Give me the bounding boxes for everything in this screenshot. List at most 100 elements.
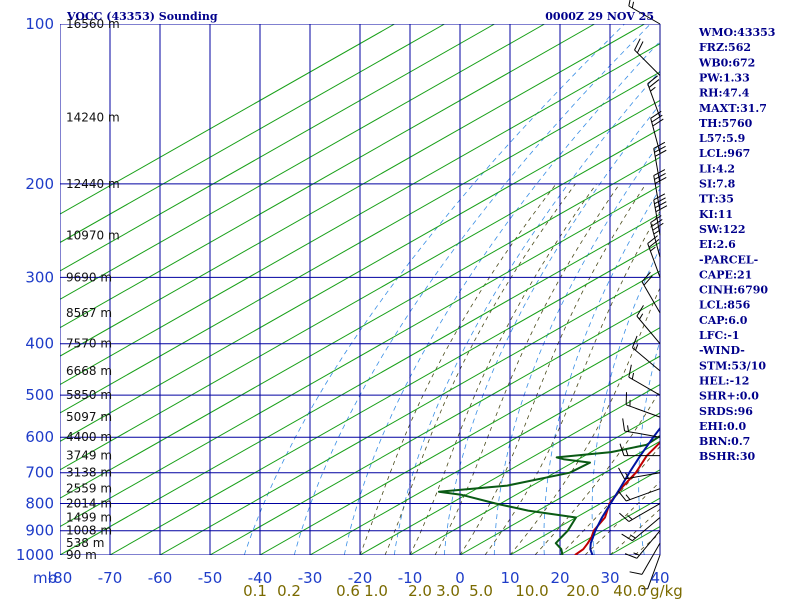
isotherm — [60, 24, 645, 357]
mixing-ratio-unit: g/kg — [650, 582, 683, 600]
isotherm — [259, 327, 660, 555]
height-label: 7570 m — [66, 337, 112, 351]
height-label: 3749 m — [66, 449, 112, 463]
dry-adiabat — [343, 40, 660, 555]
wind-barb-halfflag — [639, 313, 644, 320]
temp-tick-label: -70 — [98, 569, 123, 587]
wind-barb-staff — [647, 83, 661, 118]
index-entry: SHR+:0.0 — [699, 390, 759, 403]
isotherm — [60, 24, 545, 300]
wind-barb-staff — [636, 315, 661, 345]
mixing-ratio-label: 3.0 — [436, 582, 460, 600]
wind-barb — [628, 0, 661, 25]
wind-barb-halfflag — [627, 514, 633, 520]
pressure-label: 100 — [25, 15, 54, 33]
isotherm — [60, 156, 660, 499]
wind-barb-flag — [653, 169, 666, 176]
mixing-ratio-label: 0.1 — [243, 582, 267, 600]
wind-barb — [650, 110, 664, 154]
index-entry: TH:5760 — [699, 117, 753, 130]
pressure-label: 400 — [25, 335, 54, 353]
wind-barb-staff — [641, 281, 661, 314]
wind-barb — [617, 488, 661, 502]
index-entry: EI:2.6 — [699, 238, 736, 251]
dry-adiabat — [243, 24, 625, 555]
wind-barb-staff — [653, 199, 661, 236]
mixing-ratio-label: 10.0 — [515, 582, 548, 600]
pressure-label: 300 — [25, 268, 54, 286]
index-entry: SRDS:96 — [699, 405, 753, 418]
index-entry: LFC:-1 — [699, 329, 740, 342]
wind-barb-flag — [654, 197, 666, 205]
wind-barb-flag — [617, 490, 627, 502]
index-entry: WB0:672 — [698, 56, 755, 69]
wind-barb-staff — [628, 376, 661, 396]
dry-adiabat — [638, 339, 660, 555]
index-entry: LI:4.2 — [699, 162, 735, 175]
grid — [60, 24, 660, 555]
index-entry: WMO:43353 — [698, 26, 775, 39]
isotherm — [209, 298, 660, 555]
wind-barb — [618, 467, 661, 480]
mixing-ratio-label: 0.2 — [277, 582, 301, 600]
wind-barb-flag — [652, 118, 664, 127]
wind-barb-flag — [653, 193, 666, 201]
wind-barb-flag — [618, 467, 625, 480]
wind-barb-staff — [634, 49, 661, 76]
isotherm — [159, 270, 660, 555]
wind-barb-flag — [624, 553, 638, 559]
parcel-line — [589, 426, 660, 555]
wind-barb-halfflag — [627, 425, 629, 432]
height-label: 2014 m — [66, 497, 112, 511]
wind-barb-staff — [650, 222, 661, 258]
index-entry: BRN:0.7 — [699, 435, 750, 448]
index-entry: RH:47.4 — [699, 87, 750, 100]
wind-barb-flag — [648, 239, 660, 248]
chart-title: VOCC (43353) Sounding — [66, 10, 218, 23]
mixing-ratio-label: 5.0 — [469, 582, 493, 600]
dry-adiabat — [543, 187, 660, 555]
mixing-ratio-label: 40.0 — [613, 582, 646, 600]
wind-barb — [634, 38, 661, 76]
index-entry: PW:1.33 — [699, 71, 750, 84]
pressure-label: 600 — [25, 428, 54, 446]
wind-barb-staff — [636, 530, 661, 559]
wind-barb-flag — [648, 79, 660, 88]
index-entry: CINH:6790 — [699, 284, 768, 297]
height-label: 10970 m — [66, 228, 120, 242]
pressure-label: 800 — [25, 495, 54, 513]
wind-barb-flag — [650, 215, 662, 223]
wind-barb-flag — [636, 305, 644, 317]
wind-barb — [624, 530, 661, 559]
wind-barb — [650, 215, 664, 258]
index-entry: CAP:6.0 — [699, 314, 748, 327]
wind-barb-halfflag — [650, 246, 656, 252]
wind-barb-flag — [655, 205, 668, 213]
index-entry: FRZ:562 — [699, 41, 751, 54]
pressure-label: 700 — [25, 464, 54, 482]
wind-barb — [631, 335, 661, 372]
wind-barb-flag — [643, 275, 653, 286]
dry-adiabat — [493, 142, 660, 555]
wind-barb — [621, 517, 661, 542]
height-label: 16560 m — [66, 17, 120, 31]
wind-barb-flag — [629, 571, 643, 575]
wind-barb-flag — [628, 364, 632, 378]
isotherm — [60, 24, 495, 272]
wind-barb-flag — [621, 533, 633, 542]
isotherm — [60, 128, 660, 471]
height-label: 12440 m — [66, 177, 120, 191]
wind-barb-staff — [632, 517, 661, 542]
isotherm — [359, 383, 660, 555]
isotherm — [60, 213, 660, 555]
pressure-label: 900 — [25, 522, 54, 540]
wind-barbs — [617, 0, 668, 590]
wind-barb-staff — [626, 488, 661, 502]
temp-tick-label: -30 — [298, 569, 323, 587]
height-label: 8567 m — [66, 306, 112, 320]
wind-barb-halfflag — [633, 552, 640, 556]
index-entry: EHI:0.0 — [699, 420, 746, 433]
isotherm — [309, 355, 660, 555]
wind-barb-flag — [634, 38, 641, 51]
